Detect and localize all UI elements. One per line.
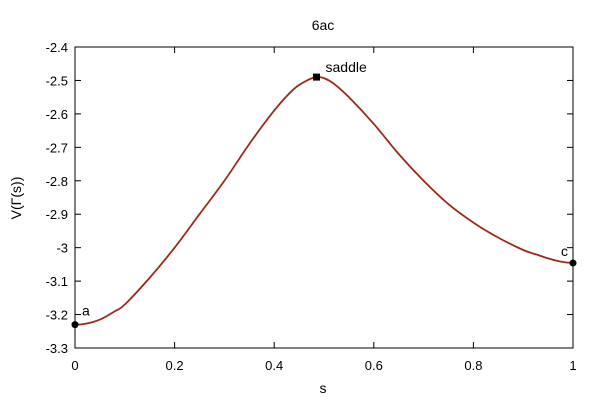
- y-tick-label: -2.4: [46, 40, 68, 55]
- x-axis-label: s: [320, 380, 327, 396]
- x-tick-label: 0.8: [464, 358, 482, 373]
- x-tick-label: 0.2: [166, 358, 184, 373]
- x-axis-ticks: 0 0.2 0.4 0.6 0.8 1: [71, 47, 577, 373]
- x-tick-label: 0.4: [265, 358, 283, 373]
- saddle-point-marker: [313, 73, 321, 81]
- y-tick-label: -3.2: [46, 308, 68, 323]
- x-tick-label: 0.6: [365, 358, 383, 373]
- x-tick-label: 0: [71, 358, 78, 373]
- annotation-layer: a saddle c: [71, 59, 577, 329]
- x-tick-label: 1: [569, 358, 576, 373]
- c-annotation-label: c: [561, 243, 568, 259]
- y-tick-label: -3.1: [46, 274, 68, 289]
- y-tick-label: -3.3: [46, 341, 68, 356]
- y-tick-label: -2.8: [46, 174, 68, 189]
- saddle-annotation-label: saddle: [326, 59, 367, 75]
- chart-title: 6ac: [312, 17, 335, 33]
- y-tick-label: -2.6: [46, 107, 68, 122]
- y-tick-label: -2.5: [46, 73, 68, 88]
- series-layer: [74, 76, 574, 326]
- y-axis-label: V(Γ(s)): [8, 177, 24, 220]
- y-tick-label: -2.7: [46, 140, 68, 155]
- c-point-marker: [569, 259, 577, 267]
- y-tick-label: -2.9: [46, 207, 68, 222]
- y-axis-ticks: -2.4 -2.5 -2.6 -2.7 -2.8 -2.9 -3 -3.1 -3.2 -3.3: [46, 40, 573, 356]
- y-tick-label: -3: [56, 241, 68, 256]
- a-annotation-label: a: [82, 303, 90, 319]
- plot-frame: [74, 46, 574, 349]
- series-line: [74, 76, 574, 326]
- a-point-marker: [71, 321, 79, 329]
